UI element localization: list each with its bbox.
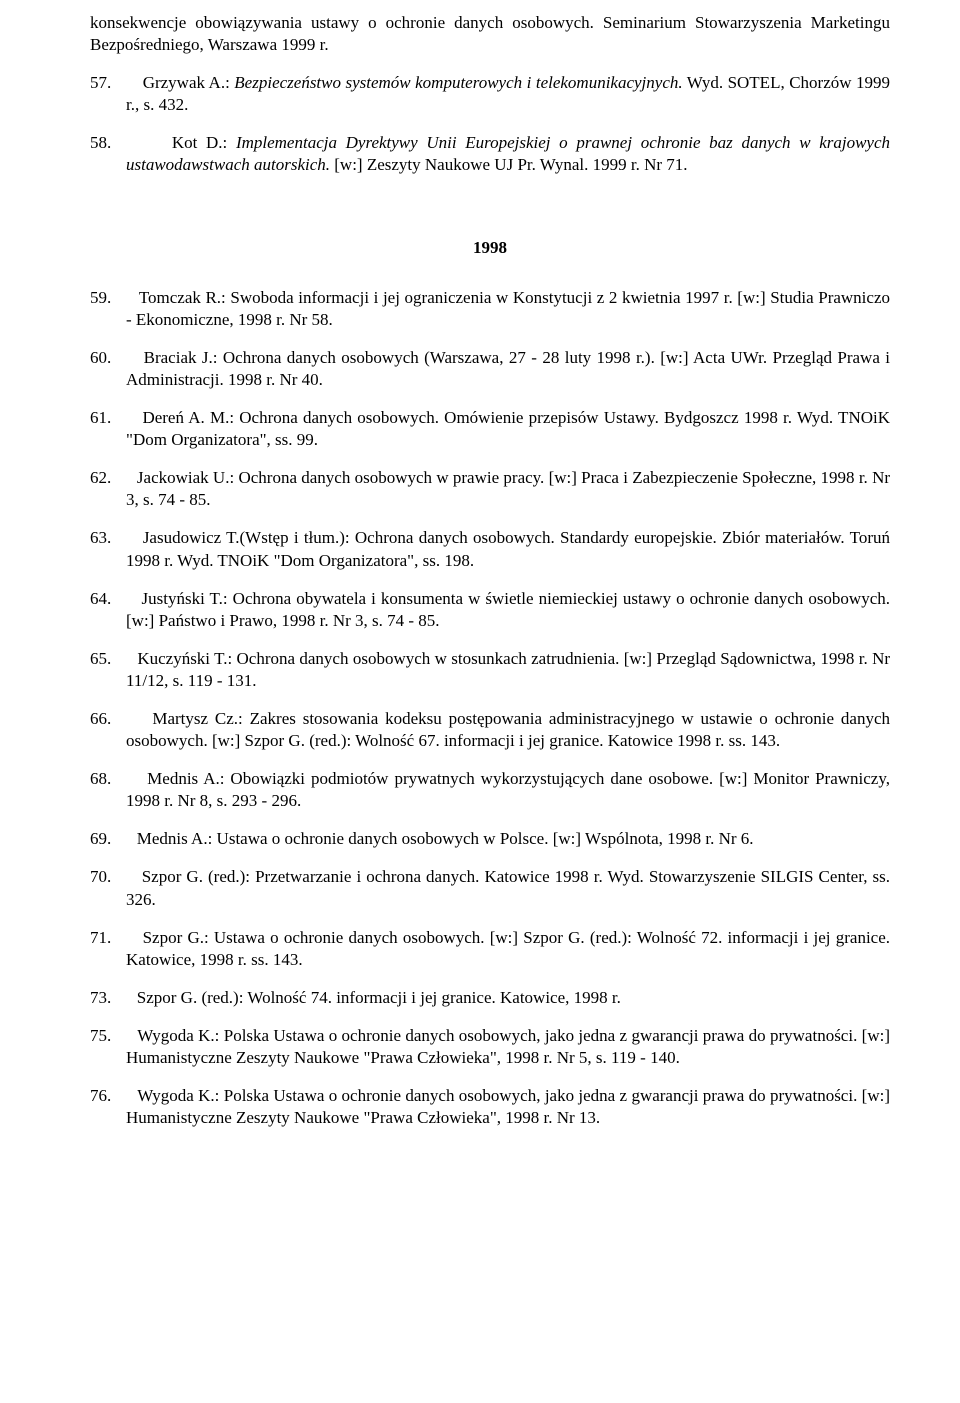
- bibliography-entry: 63. Jasudowicz T.(Wstęp i tłum.): Ochron…: [90, 527, 890, 571]
- entry-number: 71.: [90, 928, 111, 947]
- entry-text: Szpor G. (red.): Wolność 74. informacji …: [137, 988, 621, 1007]
- entry-number: 59.: [90, 288, 111, 307]
- entry-number: 65.: [90, 649, 111, 668]
- entry-text: Wygoda K.: Polska Ustawa o ochronie dany…: [126, 1086, 890, 1127]
- entry-number: 70.: [90, 867, 111, 886]
- year-heading: 1998: [90, 237, 890, 259]
- bibliography-entry: 59. Tomczak R.: Swoboda informacji i jej…: [90, 287, 890, 331]
- entry-number: 60.: [90, 348, 111, 367]
- bibliography-entry: 64. Justyński T.: Ochrona obywatela i ko…: [90, 588, 890, 632]
- entry-text: Mednis A.: Obowiązki podmiotów prywatnyc…: [126, 769, 890, 810]
- entry-number: 66.: [90, 709, 111, 728]
- entry-text: Szpor G. (red.): Przetwarzanie i ochrona…: [126, 867, 890, 908]
- entry-text: Mednis A.: Ustawa o ochronie danych osob…: [137, 829, 754, 848]
- entry-number: 75.: [90, 1026, 111, 1045]
- entry-text: Kuczyński T.: Ochrona danych osobowych w…: [126, 649, 890, 690]
- entry-number: 63.: [90, 528, 111, 547]
- entry-author: Grzywak A.:: [143, 73, 235, 92]
- entry-number: 61.: [90, 408, 111, 427]
- entry-text: konsekwencje obowiązywania ustawy o ochr…: [90, 13, 890, 54]
- entry-text: Jasudowicz T.(Wstęp i tłum.): Ochrona da…: [126, 528, 890, 569]
- entry-text: Justyński T.: Ochrona obywatela i konsum…: [126, 589, 890, 630]
- entry-title: Bezpieczeństwo systemów komputerowych i …: [234, 73, 682, 92]
- bibliography-entry: 70. Szpor G. (red.): Przetwarzanie i och…: [90, 866, 890, 910]
- bibliography-entry: 73. Szpor G. (red.): Wolność 74. informa…: [90, 987, 890, 1009]
- entry-author: Kot D.:: [172, 133, 236, 152]
- bibliography-entry: 58. Kot D.: Implementacja Dyrektywy Unii…: [90, 132, 890, 176]
- bibliography-entry: 66. Martysz Cz.: Zakres stosowania kodek…: [90, 708, 890, 752]
- bibliography-entry: 60. Braciak J.: Ochrona danych osobowych…: [90, 347, 890, 391]
- entry-text: Jackowiak U.: Ochrona danych osobowych w…: [126, 468, 890, 509]
- entry-number: 58.: [90, 133, 111, 152]
- bibliography-entry: 69. Mednis A.: Ustawa o ochronie danych …: [90, 828, 890, 850]
- entry-text: Martysz Cz.: Zakres stosowania kodeksu p…: [126, 709, 890, 750]
- entry-text: Szpor G.: Ustawa o ochronie danych osobo…: [126, 928, 890, 969]
- bibliography-entry: 61. Dereń A. M.: Ochrona danych osobowyc…: [90, 407, 890, 451]
- bibliography-entry-fragment: konsekwencje obowiązywania ustawy o ochr…: [90, 12, 890, 56]
- bibliography-entry: 65. Kuczyński T.: Ochrona danych osobowy…: [90, 648, 890, 692]
- entry-text: Tomczak R.: Swoboda informacji i jej ogr…: [126, 288, 890, 329]
- bibliography-entry: 57. Grzywak A.: Bezpieczeństwo systemów …: [90, 72, 890, 116]
- entry-number: 69.: [90, 829, 111, 848]
- entry-number: 68.: [90, 769, 111, 788]
- entry-number: 64.: [90, 589, 111, 608]
- entry-number: 76.: [90, 1086, 111, 1105]
- entry-number: 62.: [90, 468, 111, 487]
- entry-text: Dereń A. M.: Ochrona danych osobowych. O…: [126, 408, 890, 449]
- bibliography-entry: 62. Jackowiak U.: Ochrona danych osobowy…: [90, 467, 890, 511]
- entry-text: Braciak J.: Ochrona danych osobowych (Wa…: [126, 348, 890, 389]
- entry-source: [w:] Zeszyty Naukowe UJ Pr. Wynal. 1999 …: [330, 155, 688, 174]
- entry-number: 73.: [90, 988, 111, 1007]
- bibliography-entry: 75. Wygoda K.: Polska Ustawa o ochronie …: [90, 1025, 890, 1069]
- bibliography-entry: 76. Wygoda K.: Polska Ustawa o ochronie …: [90, 1085, 890, 1129]
- entry-number: 57.: [90, 73, 111, 92]
- bibliography-entry: 68. Mednis A.: Obowiązki podmiotów prywa…: [90, 768, 890, 812]
- bibliography-entry: 71. Szpor G.: Ustawa o ochronie danych o…: [90, 927, 890, 971]
- entry-text: Wygoda K.: Polska Ustawa o ochronie dany…: [126, 1026, 890, 1067]
